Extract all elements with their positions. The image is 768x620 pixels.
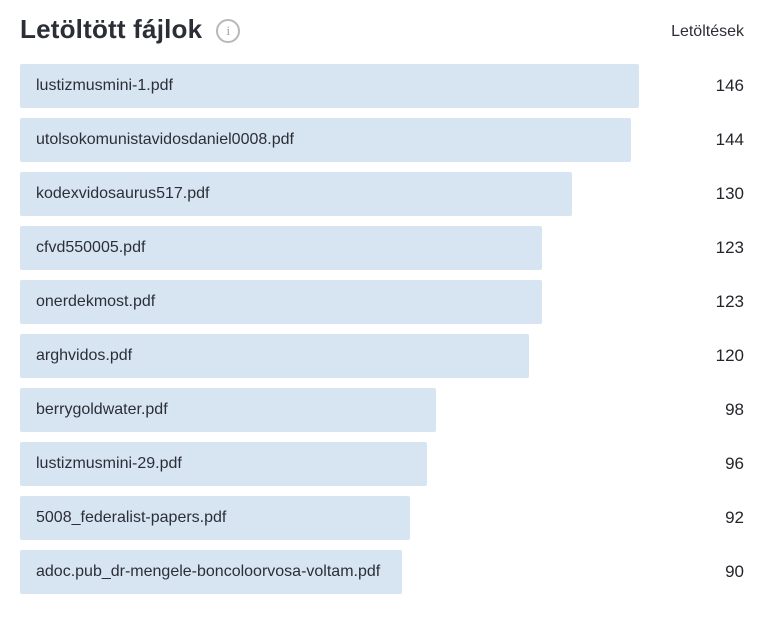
file-name-label: berrygoldwater.pdf [36, 401, 168, 418]
download-count: 146 [715, 76, 744, 95]
bar-track: lustizmusmini-29.pdf [20, 442, 672, 486]
download-count: 130 [715, 184, 744, 203]
panel-header: Letöltött fájlok i Letöltések [20, 14, 744, 45]
file-bar: utolsokomunistavidosdaniel0008.pdf [20, 118, 631, 162]
download-count: 98 [725, 400, 744, 419]
bar-track: 5008_federalist-papers.pdf [20, 496, 672, 540]
bar-track: cfvd550005.pdf [20, 226, 672, 270]
title-group: Letöltött fájlok i [20, 14, 241, 45]
file-bar: adoc.pub_dr-mengele-boncoloorvosa-voltam… [20, 550, 402, 594]
file-name-label: 5008_federalist-papers.pdf [36, 509, 227, 526]
downloads-bar-chart: lustizmusmini-1.pdf 146 utolsokomunistav… [20, 64, 744, 594]
file-bar: cfvd550005.pdf [20, 226, 542, 270]
file-bar: lustizmusmini-29.pdf [20, 442, 428, 486]
file-name-label: adoc.pub_dr-mengele-boncoloorvosa-voltam… [36, 563, 381, 580]
file-bar: lustizmusmini-1.pdf [20, 64, 640, 108]
file-bar: arghvidos.pdf [20, 334, 530, 378]
file-bar: onerdekmost.pdf [20, 280, 542, 324]
bar-track: adoc.pub_dr-mengele-boncoloorvosa-voltam… [20, 550, 672, 594]
file-name-label: cfvd550005.pdf [36, 239, 146, 256]
downloads-column-header: Letöltések [671, 22, 744, 40]
bar-track: onerdekmost.pdf [20, 280, 672, 324]
file-bar: berrygoldwater.pdf [20, 388, 436, 432]
file-name-label: arghvidos.pdf [36, 347, 133, 364]
file-name-label: lustizmusmini-29.pdf [36, 455, 182, 472]
bar-track: kodexvidosaurus517.pdf [20, 172, 672, 216]
download-count: 120 [715, 346, 744, 365]
page-title: Letöltött fájlok [20, 14, 203, 44]
download-count: 92 [725, 508, 744, 527]
info-icon[interactable]: i [216, 18, 241, 43]
file-bar: 5008_federalist-papers.pdf [20, 496, 411, 540]
download-count: 123 [715, 238, 744, 257]
file-name-label: lustizmusmini-1.pdf [36, 77, 173, 94]
file-row: adoc.pub_dr-mengele-boncoloorvosa-voltam… [20, 550, 744, 594]
file-row: berrygoldwater.pdf 98 [20, 388, 744, 432]
file-name-label: onerdekmost.pdf [36, 293, 156, 310]
file-row: 5008_federalist-papers.pdf 92 [20, 496, 744, 540]
file-name-label: utolsokomunistavidosdaniel0008.pdf [36, 131, 294, 148]
bar-track: berrygoldwater.pdf [20, 388, 672, 432]
download-count: 96 [725, 454, 744, 473]
bar-track: lustizmusmini-1.pdf [20, 64, 672, 108]
file-row: arghvidos.pdf 120 [20, 334, 744, 378]
file-row: lustizmusmini-1.pdf 146 [20, 64, 744, 108]
file-row: cfvd550005.pdf 123 [20, 226, 744, 270]
file-row: lustizmusmini-29.pdf 96 [20, 442, 744, 486]
file-bar: kodexvidosaurus517.pdf [20, 172, 572, 216]
file-name-label: kodexvidosaurus517.pdf [36, 185, 210, 202]
file-row: kodexvidosaurus517.pdf 130 [20, 172, 744, 216]
bar-track: arghvidos.pdf [20, 334, 672, 378]
download-count: 123 [715, 292, 744, 311]
file-row: utolsokomunistavidosdaniel0008.pdf 144 [20, 118, 744, 162]
download-count: 90 [725, 562, 744, 581]
file-row: onerdekmost.pdf 123 [20, 280, 744, 324]
download-count: 144 [715, 130, 744, 149]
bar-track: utolsokomunistavidosdaniel0008.pdf [20, 118, 672, 162]
